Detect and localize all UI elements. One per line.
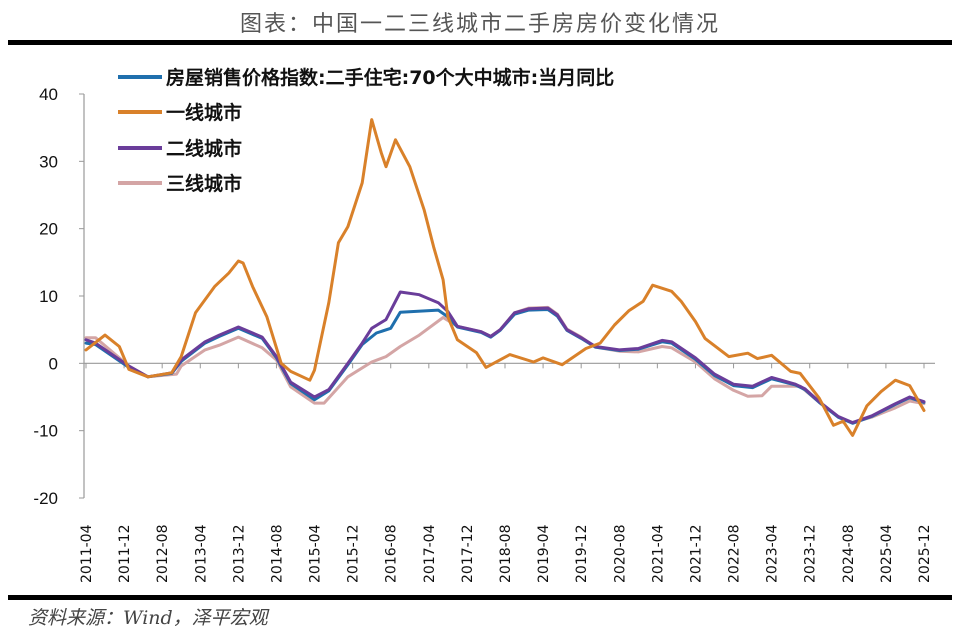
x-tick-label: 2022-08 bbox=[727, 525, 743, 584]
x-tick-label: 2011-12 bbox=[117, 525, 133, 584]
legend-label: 二线城市 bbox=[166, 137, 242, 160]
top-divider bbox=[8, 40, 952, 45]
series-line-1 bbox=[84, 118, 926, 437]
y-tick-label: 10 bbox=[39, 287, 58, 306]
x-tick-label: 2025-04 bbox=[879, 524, 895, 583]
x-tick-label: 2012-08 bbox=[155, 525, 171, 584]
series-lines bbox=[84, 118, 926, 437]
series-line-2 bbox=[84, 290, 926, 425]
chart-title: 图表：中国一二三线城市二手房房价变化情况 bbox=[240, 12, 720, 37]
x-tick-label: 2023-04 bbox=[765, 524, 781, 583]
bottom-divider bbox=[8, 595, 952, 600]
legend-label: 一线城市 bbox=[166, 101, 242, 124]
y-tick-label: 0 bbox=[49, 354, 58, 373]
legend-label: 房屋销售价格指数:二手住宅:70个大中城市:当月同比 bbox=[166, 66, 614, 89]
legend-label: 三线城市 bbox=[166, 172, 242, 195]
y-tick-label: 20 bbox=[39, 220, 58, 239]
x-tick-label: 2019-04 bbox=[536, 524, 552, 583]
x-tick-label: 2016-08 bbox=[384, 525, 400, 584]
x-tick-label: 2014-08 bbox=[269, 525, 285, 584]
x-tick-label: 2015-12 bbox=[346, 525, 362, 584]
source-note: 资料来源：Wind，泽平宏观 bbox=[28, 607, 270, 629]
y-tick-label: 40 bbox=[39, 85, 58, 104]
y-tick-label: -10 bbox=[33, 422, 58, 441]
x-tick-label: 2018-08 bbox=[498, 525, 514, 584]
x-tick-label: 2021-12 bbox=[688, 525, 704, 584]
x-tick-label: 2015-04 bbox=[308, 524, 324, 583]
x-tick-label: 2013-12 bbox=[231, 525, 247, 584]
x-tick-label: 2025-12 bbox=[917, 525, 933, 584]
x-tick-label: 2023-12 bbox=[803, 525, 819, 584]
x-tick-label: 2017-12 bbox=[460, 525, 476, 584]
x-tick-label: 2013-04 bbox=[193, 524, 209, 583]
y-tick-label: 30 bbox=[39, 152, 58, 171]
x-tick-label: 2011-04 bbox=[79, 524, 95, 583]
x-tick-label: 2024-08 bbox=[841, 525, 857, 584]
x-tick-label: 2019-12 bbox=[574, 525, 590, 584]
y-tick-label: -20 bbox=[33, 489, 58, 508]
x-tick-label: 2017-04 bbox=[422, 524, 438, 583]
x-tick-label: 2020-08 bbox=[612, 525, 628, 584]
axes: 40 30 20 10 0 -10 -20 2011-04 2011-12 2012-08 2013… bbox=[33, 85, 935, 583]
x-tick-label: 2021-04 bbox=[650, 524, 666, 583]
